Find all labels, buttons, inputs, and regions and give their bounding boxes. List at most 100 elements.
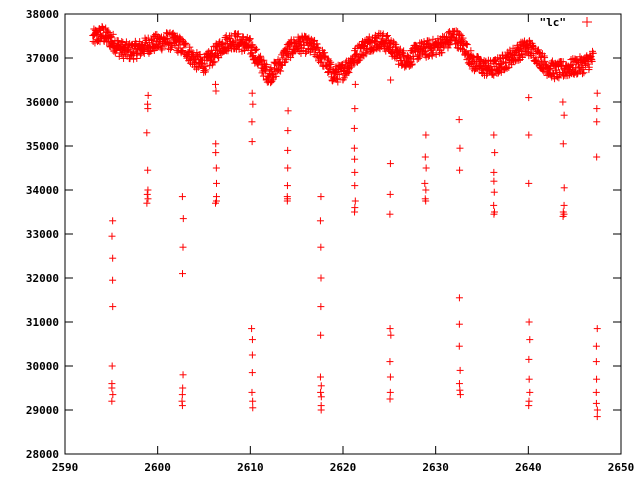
- dip-point: [248, 325, 256, 333]
- dip-point: [593, 413, 601, 421]
- data-points: [89, 22, 601, 421]
- dip-point: [351, 168, 359, 176]
- baseline-point: [564, 72, 572, 80]
- dip-point: [559, 140, 567, 148]
- dip-point: [249, 100, 257, 108]
- dip-point: [317, 388, 325, 396]
- dip-point: [386, 210, 394, 218]
- baseline-point: [373, 33, 381, 41]
- baseline-point: [106, 34, 114, 42]
- baseline-point: [314, 44, 322, 52]
- dip-point: [212, 164, 220, 172]
- dip-point: [317, 193, 325, 201]
- baseline-point: [459, 34, 467, 42]
- dip-point: [455, 380, 463, 388]
- dip-point: [284, 164, 292, 172]
- baseline-point: [234, 30, 242, 38]
- baseline-point: [534, 57, 542, 65]
- dip-point: [456, 386, 464, 394]
- dip-point: [143, 129, 151, 137]
- dip-point: [525, 355, 533, 363]
- dip-point: [212, 199, 220, 207]
- dip-point: [593, 325, 601, 333]
- dip-point: [178, 270, 186, 278]
- y-tick-label: 38000: [26, 8, 59, 21]
- baseline-point: [271, 59, 279, 67]
- baseline-point: [335, 71, 343, 79]
- baseline-point: [286, 41, 294, 49]
- dip-point: [525, 318, 533, 326]
- baseline-point: [115, 52, 123, 60]
- baseline-point: [555, 74, 563, 82]
- dip-point: [421, 153, 429, 161]
- baseline-point: [425, 37, 433, 45]
- dip-point: [490, 177, 498, 185]
- baseline-point: [332, 69, 340, 77]
- baseline-point: [390, 39, 398, 47]
- dip-point: [386, 190, 394, 198]
- y-tick-label: 30000: [26, 360, 59, 373]
- dip-point: [592, 399, 600, 407]
- dip-point: [350, 124, 358, 132]
- baseline-point: [361, 43, 369, 51]
- dip-point: [316, 217, 324, 225]
- baseline-point: [580, 69, 588, 77]
- baseline-point: [251, 47, 259, 55]
- baseline-point: [327, 60, 335, 68]
- baseline-point: [529, 43, 537, 51]
- baseline-point: [158, 44, 166, 52]
- baseline-point: [366, 38, 374, 46]
- dip-point: [593, 153, 601, 161]
- baseline-point: [509, 44, 517, 52]
- baseline-point: [268, 77, 276, 85]
- baseline-point: [393, 54, 401, 62]
- baseline-point: [415, 54, 423, 62]
- dip-point: [525, 375, 533, 383]
- dip-point: [179, 384, 187, 392]
- dip-point: [317, 303, 325, 311]
- x-tick-label: 2600: [144, 461, 171, 474]
- baseline-point: [341, 71, 349, 79]
- baseline-point: [171, 42, 179, 50]
- dip-point: [249, 404, 257, 412]
- dip-point: [248, 351, 256, 359]
- dip-point: [283, 182, 291, 190]
- dip-point: [212, 179, 220, 187]
- dip-point: [560, 201, 568, 209]
- baseline-point: [462, 39, 470, 47]
- dip-point: [179, 243, 187, 251]
- baseline-point: [356, 50, 364, 58]
- y-tick-label: 31000: [26, 316, 59, 329]
- dip-point: [455, 320, 463, 328]
- dip-point: [317, 382, 325, 390]
- dip-point: [144, 166, 152, 174]
- baseline-point: [503, 64, 511, 72]
- baseline-point: [508, 61, 516, 69]
- dip-point: [386, 358, 394, 366]
- dip-point: [144, 105, 152, 113]
- baseline-point: [429, 35, 437, 43]
- baseline-point: [382, 32, 390, 40]
- dip-point: [351, 80, 359, 88]
- dip-point: [143, 190, 151, 198]
- dip-point: [455, 116, 463, 124]
- baseline-point: [536, 49, 544, 57]
- baseline-point: [515, 56, 523, 64]
- baseline-point: [516, 52, 524, 60]
- dip-point: [491, 149, 499, 157]
- dip-point: [284, 107, 292, 115]
- dip-point: [422, 186, 430, 194]
- dip-point: [248, 369, 256, 377]
- dip-point: [490, 131, 498, 139]
- dip-point: [108, 362, 116, 370]
- dip-point: [212, 149, 220, 157]
- baseline-point: [267, 79, 275, 87]
- baseline-point: [109, 30, 117, 38]
- baseline-point: [148, 36, 156, 44]
- baseline-point: [263, 61, 271, 69]
- baseline-point: [416, 53, 424, 61]
- baseline-point: [438, 49, 446, 57]
- dip-point: [108, 384, 116, 392]
- dip-point: [490, 201, 498, 209]
